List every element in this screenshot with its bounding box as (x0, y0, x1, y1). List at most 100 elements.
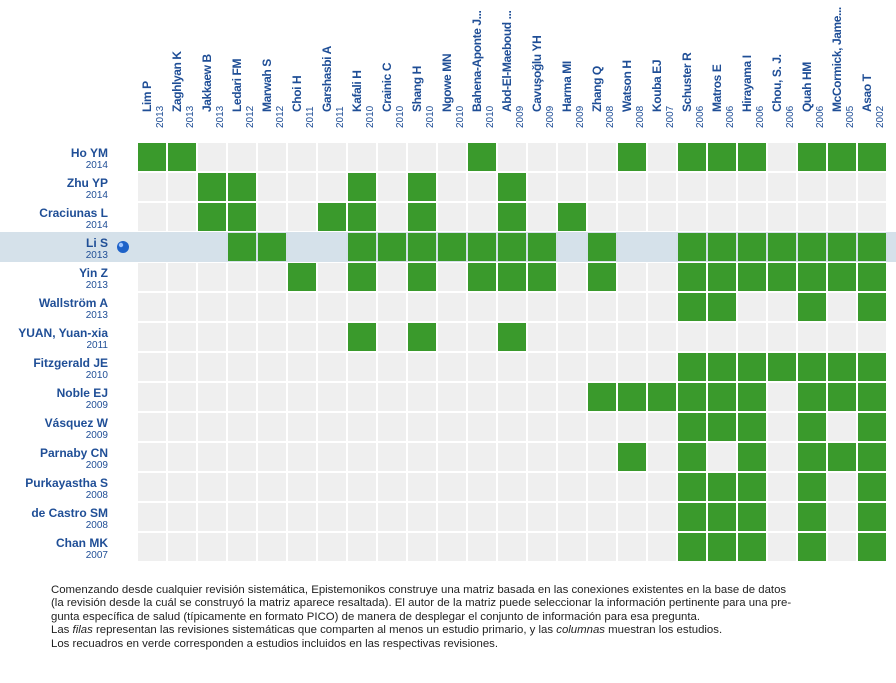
column-author-label[interactable]: Cavuşoğlu YH (530, 36, 544, 112)
matrix-cell-included[interactable] (168, 143, 196, 171)
column-author-label[interactable]: Chou, S. J. (770, 54, 784, 112)
column-author-label[interactable]: Garshasbi A (320, 45, 334, 112)
matrix-cell-included[interactable] (798, 263, 826, 291)
matrix-cell-included[interactable] (798, 233, 826, 261)
column-author-label[interactable]: Choi H (290, 76, 304, 112)
column-author-label[interactable]: Marwah S (260, 59, 274, 112)
matrix-cell-included[interactable] (708, 263, 736, 291)
matrix-cell-included[interactable] (708, 473, 736, 501)
matrix-cell-included[interactable] (738, 233, 766, 261)
matrix-cell-included[interactable] (618, 383, 646, 411)
matrix-cell-included[interactable] (348, 233, 376, 261)
matrix-cell-included[interactable] (858, 263, 886, 291)
matrix-cell-included[interactable] (798, 143, 826, 171)
matrix-cell-included[interactable] (678, 233, 706, 261)
matrix-cell-included[interactable] (708, 293, 736, 321)
matrix-cell-included[interactable] (858, 533, 886, 561)
row-author-label[interactable]: YUAN, Yuan-xia (18, 326, 108, 340)
matrix-cell-included[interactable] (828, 443, 856, 471)
matrix-cell-included[interactable] (228, 203, 256, 231)
row-author-label[interactable]: de Castro SM (31, 506, 108, 520)
matrix-cell-included[interactable] (138, 143, 166, 171)
matrix-cell-included[interactable] (468, 143, 496, 171)
matrix-cell-included[interactable] (738, 143, 766, 171)
row-author-label[interactable]: Chan MK (56, 536, 108, 550)
column-author-label[interactable]: Abd-El-Maeboud ... (500, 10, 514, 112)
matrix-cell-included[interactable] (318, 203, 346, 231)
matrix-cell-included[interactable] (858, 353, 886, 381)
matrix-cell-included[interactable] (828, 383, 856, 411)
row-author-label[interactable]: Purkayastha S (25, 476, 108, 490)
row-author-label[interactable]: Li S (86, 236, 108, 250)
matrix-cell-included[interactable] (708, 503, 736, 531)
matrix-cell-included[interactable] (738, 473, 766, 501)
matrix-cell-included[interactable] (858, 383, 886, 411)
matrix-cell-included[interactable] (228, 173, 256, 201)
matrix-cell-included[interactable] (408, 173, 436, 201)
matrix-cell-included[interactable] (828, 233, 856, 261)
matrix-cell-included[interactable] (528, 263, 556, 291)
matrix-cell-included[interactable] (798, 353, 826, 381)
matrix-cell-included[interactable] (708, 383, 736, 411)
matrix-cell-included[interactable] (498, 203, 526, 231)
matrix-cell-included[interactable] (768, 353, 796, 381)
column-author-label[interactable]: Schuster R (680, 52, 694, 112)
matrix-cell-included[interactable] (498, 173, 526, 201)
matrix-cell-included[interactable] (588, 263, 616, 291)
matrix-cell-included[interactable] (588, 383, 616, 411)
matrix-cell-included[interactable] (378, 233, 406, 261)
column-author-label[interactable]: Kafali H (350, 71, 364, 112)
matrix-cell-included[interactable] (528, 233, 556, 261)
matrix-cell-included[interactable] (228, 233, 256, 261)
matrix-cell-included[interactable] (738, 383, 766, 411)
matrix-cell-included[interactable] (408, 233, 436, 261)
matrix-cell-included[interactable] (798, 383, 826, 411)
matrix-cell-included[interactable] (678, 143, 706, 171)
column-author-label[interactable]: Asao T (860, 73, 874, 112)
row-author-label[interactable]: Noble EJ (57, 386, 108, 400)
column-author-label[interactable]: Matros E (710, 64, 724, 112)
matrix-cell-included[interactable] (678, 473, 706, 501)
column-author-label[interactable]: McCormick, Jame... (830, 7, 844, 112)
matrix-cell-included[interactable] (738, 533, 766, 561)
matrix-cell-included[interactable] (678, 293, 706, 321)
column-author-label[interactable]: Ngowe MN (440, 54, 454, 112)
matrix-cell-included[interactable] (798, 413, 826, 441)
matrix-cell-included[interactable] (678, 503, 706, 531)
matrix-cell-included[interactable] (768, 263, 796, 291)
matrix-cell-included[interactable] (348, 203, 376, 231)
matrix-cell-included[interactable] (558, 203, 586, 231)
column-author-label[interactable]: Harma MI (560, 61, 574, 112)
matrix-cell-included[interactable] (498, 263, 526, 291)
row-author-label[interactable]: Craciunas L (39, 206, 108, 220)
matrix-cell-included[interactable] (858, 443, 886, 471)
matrix-cell-included[interactable] (618, 443, 646, 471)
matrix-cell-included[interactable] (708, 533, 736, 561)
matrix-cell-included[interactable] (798, 533, 826, 561)
matrix-cell-included[interactable] (198, 203, 226, 231)
row-author-label[interactable]: Zhu YP (67, 176, 108, 190)
matrix-cell-included[interactable] (858, 413, 886, 441)
matrix-cell-included[interactable] (288, 263, 316, 291)
column-author-label[interactable]: Jakkaew B (200, 53, 214, 112)
column-author-label[interactable]: Watson H (620, 60, 634, 112)
matrix-cell-included[interactable] (678, 533, 706, 561)
matrix-cell-included[interactable] (468, 263, 496, 291)
matrix-cell-included[interactable] (738, 353, 766, 381)
column-author-label[interactable]: Quah HM (800, 62, 814, 112)
matrix-cell-included[interactable] (348, 323, 376, 351)
column-author-label[interactable]: Ledari FM (230, 59, 244, 112)
matrix-cell-included[interactable] (708, 353, 736, 381)
matrix-cell-included[interactable] (798, 473, 826, 501)
matrix-cell-included[interactable] (498, 323, 526, 351)
matrix-cell-included[interactable] (198, 173, 226, 201)
column-author-label[interactable]: Zhang Q (590, 66, 604, 112)
matrix-cell-included[interactable] (408, 323, 436, 351)
row-author-label[interactable]: Yin Z (79, 266, 108, 280)
column-author-label[interactable]: Zaghlyan K (170, 51, 184, 112)
column-author-label[interactable]: Kouba EJ (650, 60, 664, 112)
matrix-cell-included[interactable] (708, 143, 736, 171)
row-author-label[interactable]: Ho YM (71, 146, 108, 160)
matrix-cell-included[interactable] (408, 263, 436, 291)
column-author-label[interactable]: Bahena-Aponte J... (470, 10, 484, 112)
